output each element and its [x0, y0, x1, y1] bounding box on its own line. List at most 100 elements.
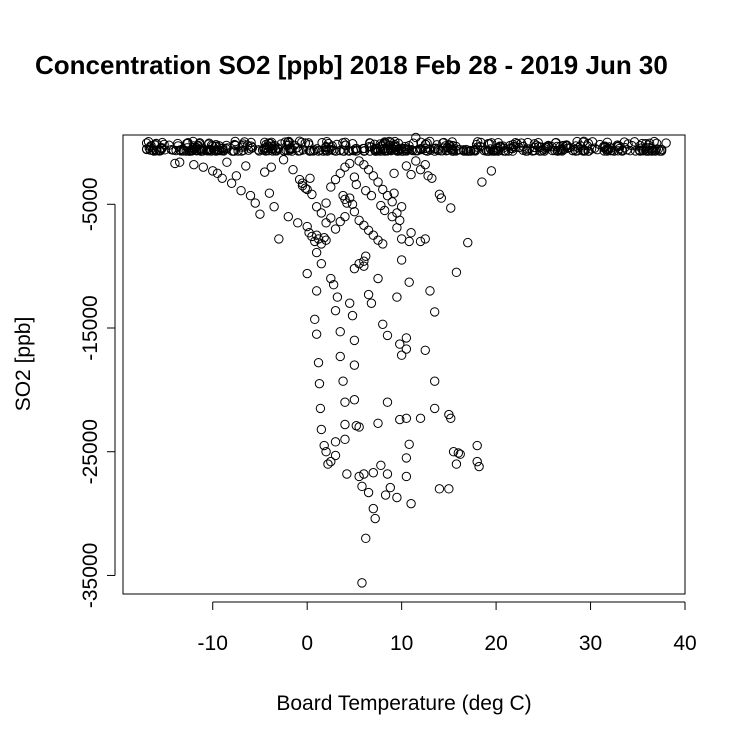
data-point: [404, 277, 414, 287]
data-point: [302, 184, 312, 195]
data-point: [422, 146, 433, 156]
data-point: [495, 141, 505, 151]
data-point: [382, 330, 393, 341]
data-point: [217, 173, 227, 184]
data-point: [342, 198, 352, 208]
data-point: [570, 146, 581, 156]
data-point: [288, 164, 298, 175]
x-axis: -10 0 10 20 30 40: [198, 601, 697, 655]
data-point: [411, 156, 421, 166]
data-point: [554, 145, 564, 156]
data-point: [229, 139, 240, 150]
data-point: [250, 198, 260, 208]
data-point: [573, 143, 583, 153]
data-point: [378, 239, 388, 249]
data-point: [262, 144, 272, 154]
data-point: [222, 157, 232, 167]
data-point: [378, 319, 388, 329]
data-point: [373, 418, 383, 428]
data-point: [406, 169, 416, 180]
data-point: [476, 137, 486, 148]
data-point: [406, 144, 417, 155]
data-point: [503, 146, 514, 156]
data-point: [321, 198, 331, 208]
data-point: [354, 471, 364, 482]
data-point: [245, 190, 256, 201]
data-point: [283, 146, 293, 156]
data-point: [328, 280, 339, 290]
data-point: [368, 468, 379, 478]
x-tick-label: 10: [390, 632, 413, 655]
data-point: [382, 469, 393, 479]
data-point: [349, 207, 360, 217]
data-point: [272, 143, 283, 153]
data-point: [266, 143, 277, 154]
data-point: [330, 305, 341, 316]
data-point: [316, 424, 327, 435]
data-point: [380, 490, 391, 500]
data-point: [295, 146, 305, 156]
data-point: [483, 139, 493, 149]
data-point: [178, 146, 189, 156]
data-point: [349, 360, 360, 370]
x-tick-label: 40: [673, 632, 696, 655]
data-point: [305, 145, 316, 156]
data-point: [359, 256, 369, 266]
data-point: [171, 145, 181, 156]
data-point: [189, 141, 199, 151]
data-point: [612, 140, 623, 150]
data-point: [604, 144, 614, 154]
data-point: [210, 146, 220, 156]
data-point: [396, 350, 407, 360]
y-axis: -35000 -25000 -15000 -5000: [79, 177, 116, 608]
data-point: [627, 140, 637, 151]
data-point: [446, 413, 456, 424]
data-point: [177, 144, 187, 154]
data-point: [264, 138, 274, 148]
data-point: [510, 138, 521, 148]
data-point: [340, 419, 350, 430]
data-point: [319, 232, 329, 243]
data-point: [273, 144, 284, 154]
data-point: [238, 139, 249, 149]
data-point: [332, 139, 342, 150]
data-point: [321, 235, 331, 245]
data-point: [651, 138, 662, 148]
data-point: [387, 197, 397, 207]
data-point: [382, 190, 393, 201]
data-point: [373, 273, 383, 284]
data-point: [292, 142, 302, 153]
data-point: [311, 247, 322, 258]
data-point: [580, 145, 590, 156]
data-point: [441, 146, 451, 156]
data-point: [323, 459, 333, 469]
data-point: [321, 447, 331, 457]
data-point: [429, 376, 440, 386]
data-point: [637, 138, 647, 149]
data-point: [540, 142, 551, 152]
data-point: [379, 205, 390, 216]
data-point: [461, 144, 471, 155]
data-point: [307, 231, 317, 242]
data-point: [151, 138, 161, 149]
data-point: [453, 448, 464, 458]
data-point: [354, 215, 364, 226]
data-point: [415, 413, 426, 424]
data-point: [152, 145, 162, 155]
data-point: [361, 251, 371, 261]
data-point: [393, 138, 404, 149]
data-point: [406, 498, 416, 509]
data-point: [463, 146, 474, 156]
data-point: [396, 255, 407, 265]
data-point: [451, 459, 462, 469]
data-point: [542, 141, 553, 151]
data-point: [393, 146, 403, 156]
data-point: [236, 146, 247, 156]
data-point: [472, 440, 482, 451]
data-point: [349, 335, 360, 346]
data-point: [446, 203, 456, 213]
data-point: [255, 209, 265, 219]
data-point: [170, 158, 180, 169]
data-point: [359, 220, 369, 231]
data-point: [477, 177, 487, 187]
